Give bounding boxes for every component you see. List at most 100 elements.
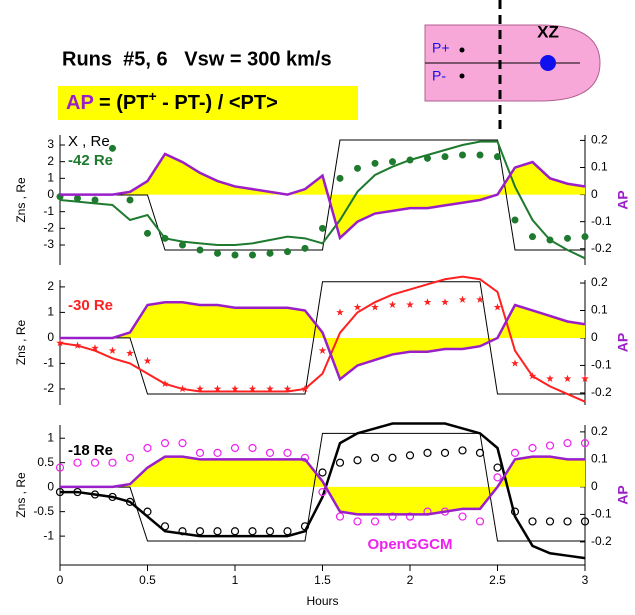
- y-tick-label: 1: [47, 430, 54, 444]
- data-star: [406, 300, 414, 308]
- data-circle: [125, 497, 135, 506]
- data-dot: [126, 196, 134, 204]
- data-star: [73, 341, 82, 349]
- y-tick-label: 0: [47, 330, 54, 344]
- y2-tick-label: 0: [591, 187, 598, 201]
- data-circle: [108, 458, 117, 467]
- data-circle: [265, 527, 275, 536]
- data-circle: [55, 487, 65, 497]
- data-star: [476, 295, 484, 303]
- data-circle: [563, 439, 572, 448]
- data-dot: [214, 249, 221, 257]
- data-circle: [230, 527, 240, 536]
- y2-tick-label: -0.2: [591, 241, 612, 255]
- data-circle: [440, 448, 450, 458]
- data-circle: [318, 468, 327, 477]
- data-circle: [580, 517, 590, 526]
- data-circle: [195, 527, 205, 536]
- data-circle: [195, 448, 205, 458]
- series-line: [60, 432, 585, 542]
- ap-area: [60, 456, 585, 515]
- data-circle: [230, 443, 240, 453]
- x-tick-label: 2: [407, 573, 414, 587]
- series-line: [59, 275, 586, 403]
- data-star: [528, 372, 537, 380]
- data-circle: [143, 507, 152, 516]
- data-dot: [494, 153, 501, 161]
- title: Runs #5, 6 Vsw = 300 km/s: [62, 48, 332, 70]
- data-dot: [284, 248, 291, 256]
- data-star: [581, 374, 589, 382]
- data-dot: [231, 251, 239, 259]
- data-star: [143, 356, 152, 365]
- series-line: [60, 281, 585, 395]
- x-tick-label: 0.5: [139, 573, 156, 587]
- data-circle: [90, 458, 100, 467]
- data-circle: [423, 448, 432, 458]
- data-circle: [580, 439, 590, 448]
- data-circle: [73, 487, 82, 497]
- data-dot: [371, 159, 379, 167]
- data-circle: [160, 439, 170, 448]
- data-circle: [213, 527, 222, 536]
- panel-label: -30 Re: [68, 297, 113, 314]
- y2-tick-label: 0.2: [591, 275, 608, 289]
- data-dot: [319, 224, 326, 232]
- y-axis-label: Zns , Re: [14, 472, 28, 518]
- data-circle: [55, 463, 65, 472]
- data-star: [56, 339, 64, 347]
- y-axis-label: Zns , Re: [14, 320, 28, 366]
- data-dot: [529, 233, 536, 241]
- y-tick-label: 0: [47, 187, 54, 201]
- y-tick-label: 0.5: [37, 455, 54, 469]
- probe: [459, 73, 465, 79]
- data-star: [563, 374, 572, 382]
- y2-axis-label: AP: [615, 485, 631, 504]
- data-circle: [510, 507, 520, 516]
- data-circle: [125, 453, 135, 462]
- data-circle: [493, 473, 502, 482]
- data-dot: [161, 234, 169, 242]
- data-star: [213, 384, 222, 393]
- data-star: [318, 346, 327, 354]
- y2-tick-label: 0.1: [591, 160, 608, 174]
- y2-tick-label: 0: [591, 479, 598, 493]
- data-circle: [475, 448, 485, 458]
- series-line: [59, 140, 586, 260]
- data-dot: [179, 241, 186, 249]
- data-star: [546, 374, 554, 382]
- data-dot: [301, 244, 309, 252]
- x-tick-label: 3: [582, 573, 589, 587]
- ap-area: [60, 153, 585, 238]
- data-dot: [109, 144, 116, 152]
- data-circle: [335, 512, 345, 521]
- data-circle: [353, 456, 362, 465]
- data-circle: [405, 451, 415, 460]
- data-circle: [318, 487, 327, 497]
- data-circle: [370, 517, 380, 526]
- series-line: [60, 139, 585, 251]
- data-circle: [458, 512, 467, 521]
- data-circle: [90, 490, 100, 499]
- data-dot: [511, 216, 519, 224]
- y-tick-label: 2: [47, 154, 54, 168]
- formula-sup: +: [148, 88, 156, 104]
- series-line: [60, 152, 586, 241]
- panel-label: -18 Re: [68, 442, 113, 459]
- y2-tick-label: -0.1: [591, 214, 612, 228]
- data-star: [423, 298, 432, 306]
- data-dot: [336, 174, 344, 182]
- data-star: [353, 303, 362, 311]
- data-dot: [389, 158, 396, 166]
- plane-label: XZ: [537, 22, 559, 41]
- data-circle: [143, 443, 152, 453]
- data-dot: [196, 246, 204, 254]
- data-star: [458, 295, 467, 303]
- y-tick-label: 0: [47, 479, 54, 493]
- data-circle: [475, 517, 485, 526]
- y-tick-label: 3: [47, 137, 54, 151]
- annotation: OpenGGCM: [368, 536, 453, 553]
- x-tick-label: 1: [232, 573, 239, 587]
- data-circle: [353, 517, 362, 526]
- data-circle: [248, 443, 257, 453]
